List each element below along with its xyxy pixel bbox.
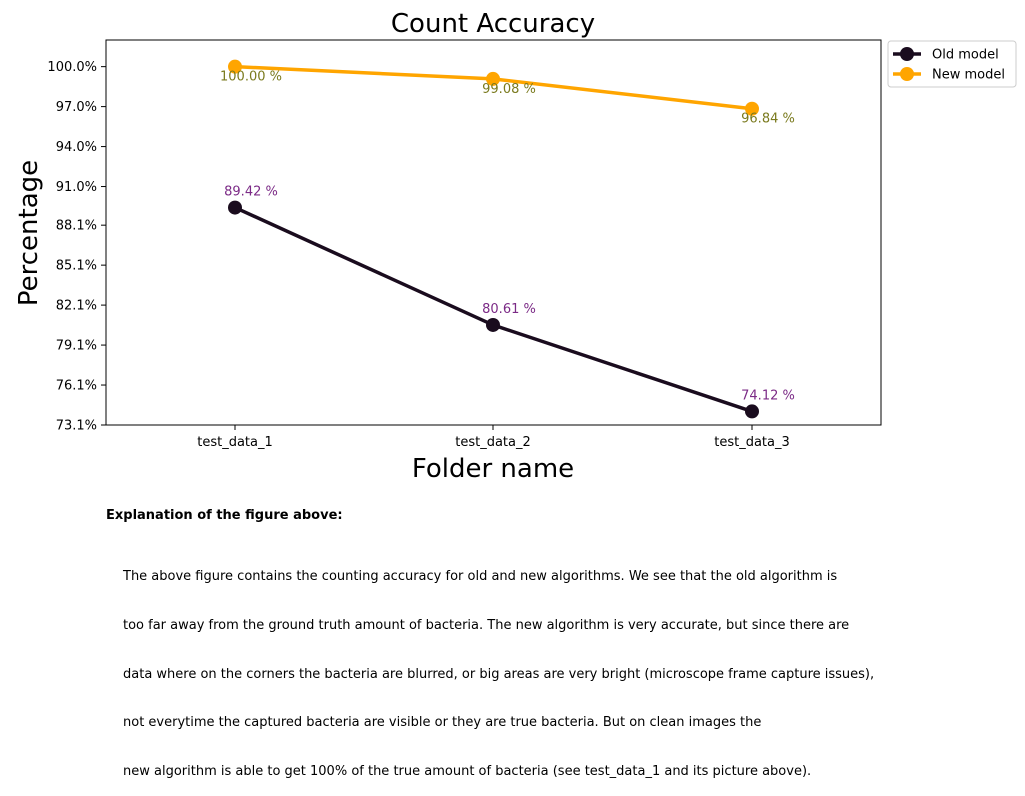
x-axis-label: Folder name <box>412 454 574 484</box>
data-point <box>486 317 500 332</box>
data-label: 89.42 % <box>224 185 278 200</box>
explanation-line: The above figure contains the counting a… <box>123 569 838 585</box>
data-label: 80.61 % <box>482 302 536 317</box>
chart-title: Count Accuracy <box>391 9 595 39</box>
x-tick-label: test_data_3 <box>714 435 790 450</box>
explanation-line: too far away from the ground truth amoun… <box>123 618 850 634</box>
data-point <box>745 101 759 116</box>
data-label: 96.84 % <box>741 112 795 127</box>
data-point <box>486 71 500 86</box>
explanation-body: The above figure contains the counting a… <box>123 537 874 796</box>
x-tick-label: test_data_2 <box>455 435 531 450</box>
data-point <box>228 200 242 215</box>
data-label: 99.08 % <box>482 82 536 97</box>
y-tick-label: 88.1% <box>56 219 97 234</box>
y-tick-label: 82.1% <box>56 299 97 314</box>
y-axis-label: Percentage <box>14 160 44 306</box>
y-tick-label: 79.1% <box>56 339 97 354</box>
x-tick-label: test_data_1 <box>197 435 273 450</box>
explanation-title: Explanation of the figure above: <box>106 508 343 523</box>
legend-marker <box>900 67 914 81</box>
y-tick-label: 91.0% <box>56 180 97 195</box>
plot-area-frame <box>105 39 882 426</box>
y-tick-label: 100.0% <box>47 60 97 75</box>
explanation-line: new algorithm is able to get 100% of the… <box>123 763 812 779</box>
y-tick-label: 85.1% <box>56 259 97 274</box>
y-tick-label: 76.1% <box>56 379 97 394</box>
explanation-line: data where on the corners the bacteria a… <box>123 666 875 682</box>
y-tick-label: 73.1% <box>56 419 97 434</box>
y-tick-label: 94.0% <box>56 140 97 155</box>
legend-marker <box>900 47 914 61</box>
explanation-line: not everytime the captured bacteria are … <box>123 715 762 731</box>
data-point <box>745 404 759 419</box>
line-chart: Count Accuracy Percentage Folder name 73… <box>14 9 1017 484</box>
legend: Old model New model <box>887 40 1017 88</box>
legend-label: New model <box>932 68 1005 83</box>
data-point <box>228 59 242 74</box>
data-label: 74.12 % <box>741 388 795 403</box>
y-tick-label: 97.0% <box>56 100 97 115</box>
data-label: 100.00 % <box>220 70 282 85</box>
legend-label: Old model <box>932 48 999 63</box>
